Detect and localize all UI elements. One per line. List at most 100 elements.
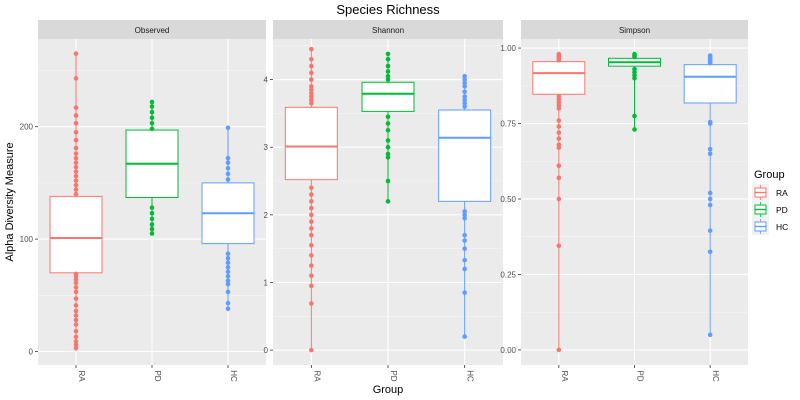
data-point [73,113,79,118]
data-point [73,137,79,143]
box-hc [438,73,492,339]
box-pd [125,99,179,236]
x-tick-label: RA [312,370,321,382]
data-point [707,249,713,255]
data-point [73,313,79,318]
data-point [309,87,314,93]
data-point [225,273,231,279]
data-point [462,97,467,103]
data-point [707,146,713,152]
y-tick-label: 0.75 [500,120,516,129]
data-point [385,77,391,82]
data-point [73,285,79,290]
data-point [73,191,79,197]
data-point [462,290,467,295]
data-point [309,90,314,96]
data-point [385,69,391,74]
data-point [309,84,314,89]
data-point [385,138,391,143]
data-point [385,151,391,157]
data-point [309,185,314,191]
data-point [309,212,314,218]
data-point [73,271,79,277]
data-point [225,160,231,165]
y-tick-label: 1 [264,278,269,287]
data-point [462,73,467,79]
y-tick-label: 100 [20,235,34,244]
x-axis-title: Group [373,384,404,396]
y-tick-label: 1.00 [500,44,516,53]
data-point [462,104,467,109]
data-point [73,277,79,282]
x-tick-label: HC [711,370,720,382]
data-point [225,260,231,266]
chart-title: Species Richness [336,2,440,17]
data-point [385,155,391,160]
data-point [632,51,637,57]
data-point [225,289,231,295]
data-point [556,142,562,147]
data-point [309,46,314,52]
data-point [462,266,467,272]
panel-shannon: Shannon 0 1 2 3 4 RA PD HC [264,20,503,382]
data-point [149,121,155,126]
data-point [309,283,314,289]
box-ra [49,51,103,351]
data-point [309,347,314,353]
data-point [309,100,314,106]
panel-observed: Observed 0 100 200 RA PD HC [20,20,266,382]
legend-item-ra: RA [752,184,788,201]
data-point [462,94,467,99]
data-point [556,175,562,181]
data-point [149,126,155,132]
data-point [309,253,314,258]
data-point [462,246,467,251]
data-point [73,296,79,301]
data-point [309,97,314,103]
data-point [462,100,467,106]
data-point [385,51,391,57]
data-point [225,177,231,182]
data-point [707,151,713,157]
data-point [149,231,155,236]
data-point [225,300,231,306]
data-point [462,232,467,238]
x-tick-label: RA [77,370,86,382]
box-ra [284,46,338,353]
data-point [309,273,314,279]
data-point [149,210,155,216]
data-point [707,119,713,125]
data-point [73,308,79,314]
facet-strip [521,20,748,39]
data-point [225,165,231,171]
data-point [462,215,467,221]
data-point [149,216,155,222]
data-point [225,125,231,131]
data-point [309,242,314,248]
data-point [225,155,231,161]
facet-strip [273,20,503,39]
data-point [73,328,79,334]
data-point [385,178,391,184]
data-point [73,121,79,126]
data-point [73,345,79,351]
data-point [309,70,314,76]
data-point [225,251,231,257]
x-tick-label: PD [153,370,162,381]
data-point [73,280,79,286]
box-ra [532,51,586,353]
data-point [462,257,467,263]
data-point [385,121,391,126]
data-point [632,127,637,132]
data-point [73,169,79,174]
data-point [309,232,314,238]
data-point [149,222,155,227]
data-point [309,77,314,82]
data-point [149,99,155,105]
box-iqr [438,109,492,202]
y-tick-label: 2 [264,211,269,220]
data-point [462,84,467,89]
data-point [309,94,314,99]
box-iqr [361,81,415,112]
